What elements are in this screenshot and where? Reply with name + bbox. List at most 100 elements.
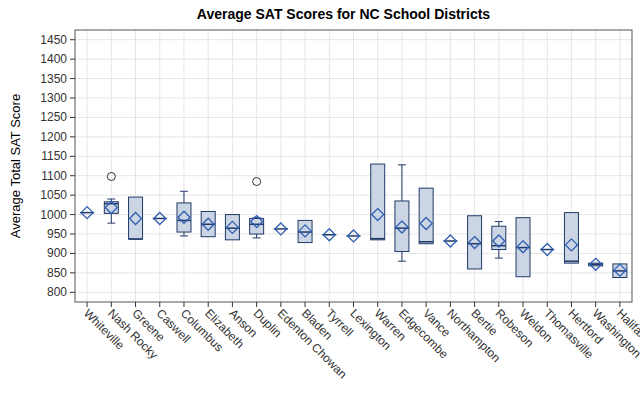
whisker-low bbox=[183, 232, 184, 236]
grid-line-x bbox=[111, 30, 112, 302]
x-tick bbox=[619, 302, 620, 307]
box bbox=[201, 211, 215, 236]
y-tick-label: 1100 bbox=[41, 169, 67, 183]
whisker-cap-low bbox=[180, 235, 188, 236]
whisker-cap-low bbox=[107, 223, 115, 224]
outlier bbox=[107, 172, 115, 180]
box bbox=[564, 213, 578, 264]
x-tick bbox=[547, 302, 548, 307]
grid-line-x bbox=[329, 30, 330, 302]
x-tick bbox=[87, 302, 88, 307]
x-tick bbox=[208, 302, 209, 307]
x-tick bbox=[450, 302, 451, 307]
box bbox=[298, 220, 312, 242]
outlier bbox=[253, 178, 261, 186]
grid-line-x bbox=[450, 30, 451, 302]
box bbox=[129, 197, 143, 239]
grid-line-x bbox=[498, 30, 499, 302]
x-tick bbox=[232, 302, 233, 307]
plot-frame bbox=[75, 30, 632, 302]
x-tick-label: Bertie bbox=[468, 306, 500, 338]
mean-marker bbox=[396, 221, 408, 233]
grid-line-x bbox=[87, 30, 88, 302]
mean-marker bbox=[372, 209, 384, 221]
y-tick bbox=[70, 98, 75, 99]
whisker-low bbox=[111, 213, 112, 223]
whisker-cap-high bbox=[180, 191, 188, 192]
y-tick bbox=[70, 117, 75, 118]
y-tick bbox=[70, 156, 75, 157]
x-tick bbox=[377, 302, 378, 307]
x-tick bbox=[426, 302, 427, 307]
y-tick bbox=[70, 39, 75, 40]
median-line bbox=[419, 241, 433, 243]
grid-line-x bbox=[426, 30, 427, 302]
x-tick bbox=[183, 302, 184, 307]
x-tick bbox=[474, 302, 475, 307]
median-line bbox=[129, 238, 143, 240]
mean-marker bbox=[493, 235, 505, 247]
box bbox=[371, 164, 385, 240]
title: Average SAT Scores for NC School Distric… bbox=[197, 6, 491, 22]
y-tick-label: 800 bbox=[47, 285, 67, 299]
mean-marker bbox=[420, 218, 432, 230]
y-tick-label: 1000 bbox=[40, 208, 67, 222]
box bbox=[516, 218, 530, 277]
grid-line-x bbox=[232, 30, 233, 302]
mean-marker bbox=[590, 258, 602, 270]
whisker-low bbox=[401, 251, 402, 261]
mean-marker bbox=[614, 264, 626, 276]
grid-line-x bbox=[547, 30, 548, 302]
grid-line-x bbox=[305, 30, 306, 302]
x-tick bbox=[305, 302, 306, 307]
y-tick bbox=[70, 292, 75, 293]
whisker-cap-high bbox=[107, 199, 115, 200]
y-tick bbox=[70, 214, 75, 215]
box bbox=[492, 226, 506, 249]
y-tick-label: 850 bbox=[47, 266, 67, 280]
grid-line-x bbox=[280, 30, 281, 302]
x-tick-label: Halifax bbox=[614, 306, 640, 342]
grid-line-x bbox=[183, 30, 184, 302]
y-tick-label: 1450 bbox=[40, 33, 67, 47]
mean-marker bbox=[81, 207, 93, 219]
mean-marker bbox=[323, 229, 335, 241]
mean-marker bbox=[444, 235, 456, 247]
whisker-cap-high bbox=[495, 221, 503, 222]
whisker-cap-low bbox=[495, 258, 503, 259]
mean-marker bbox=[226, 221, 238, 233]
y-tick bbox=[70, 175, 75, 176]
y-axis-label: Average Total SAT Score bbox=[8, 94, 23, 238]
whisker-low bbox=[498, 250, 499, 259]
y-tick bbox=[70, 78, 75, 79]
median-line bbox=[250, 224, 264, 226]
x-tick bbox=[523, 302, 524, 307]
x-tick bbox=[401, 302, 402, 307]
mean-marker bbox=[154, 212, 166, 224]
chart-container: 8008509009501000105011001150120012501300… bbox=[0, 0, 640, 400]
x-tick bbox=[280, 302, 281, 307]
grid-line-x bbox=[256, 30, 257, 302]
whisker-high bbox=[401, 165, 402, 201]
y-tick bbox=[70, 272, 75, 273]
mean-marker bbox=[130, 212, 142, 224]
box bbox=[419, 188, 433, 244]
mean-marker bbox=[275, 223, 287, 235]
x-tick bbox=[329, 302, 330, 307]
box bbox=[177, 203, 191, 232]
y-tick-label: 1300 bbox=[40, 91, 67, 105]
y-tick bbox=[70, 59, 75, 60]
mean-marker bbox=[565, 239, 577, 251]
y-tick-label: 1200 bbox=[40, 130, 67, 144]
grid-line-x bbox=[159, 30, 160, 302]
box bbox=[613, 264, 627, 278]
x-tick bbox=[595, 302, 596, 307]
x-tick bbox=[135, 302, 136, 307]
median-line bbox=[371, 238, 385, 240]
mean-marker bbox=[517, 241, 529, 253]
mean-marker bbox=[251, 216, 263, 228]
y-tick bbox=[70, 253, 75, 254]
whisker-high bbox=[183, 191, 184, 203]
mean-marker bbox=[541, 244, 553, 256]
grid-line-x bbox=[353, 30, 354, 302]
